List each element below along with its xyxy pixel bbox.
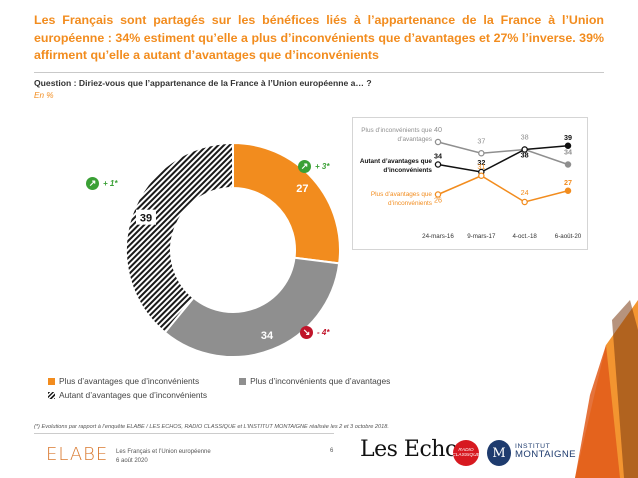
trend-point-disadvantages <box>479 151 484 156</box>
institut-montaigne-line2: MONTAIGNE <box>515 451 576 459</box>
institut-montaigne-mark: M <box>487 440 511 466</box>
evolution-equal-text: + 1* <box>103 179 117 188</box>
trend-point-advantages <box>565 188 570 193</box>
trend-value-equal: 34 <box>434 152 442 161</box>
legend-label-equal: Autant d’avantages que d’inconvénients <box>59 390 207 400</box>
trend-point-advantages <box>522 199 527 204</box>
footer-info: Les Français et l’Union européenne 6 aoû… <box>116 448 211 466</box>
evolution-disadvantages: ↘ - 4* <box>300 326 329 339</box>
trend-value-disadvantages: 37 <box>477 136 485 145</box>
institut-montaigne-logo: INSTITUT MONTAIGNE <box>515 443 576 459</box>
trend-point-equal <box>565 143 570 148</box>
legend-swatch-hatched <box>48 392 55 399</box>
footer-title: Les Français et l’Union européenne <box>116 448 211 457</box>
arrow-up-right-icon: ↗ <box>298 160 311 173</box>
arrow-up-right-icon: ↗ <box>86 177 99 190</box>
legend-swatch-orange <box>48 378 55 385</box>
footnote: (*) Evolutions par rapport à l’enquête E… <box>34 424 389 430</box>
trend-value-advantages: 31 <box>477 162 485 171</box>
footer-divider <box>34 433 334 434</box>
legend-item-advantages: Plus d’avantages que d’inconvénients <box>48 376 199 386</box>
donut-slice-equal <box>126 143 233 332</box>
page-number: 6 <box>330 448 333 454</box>
trend-x-tick-label: 4-oct.-18 <box>512 233 537 240</box>
trend-x-tick-label: 24-mars-16 <box>422 233 454 240</box>
legend: Plus d’avantages que d’inconvénients Plu… <box>48 374 390 402</box>
trend-line-advantages <box>438 176 568 202</box>
trend-value-equal: 39 <box>564 133 572 142</box>
legend-item-equal: Autant d’avantages que d’inconvénients <box>48 390 207 400</box>
donut-slice-disadvantages <box>165 258 339 357</box>
evolution-advantages: ↗ + 3* <box>298 160 329 173</box>
legend-label-advantages: Plus d’avantages que d’inconvénients <box>59 376 199 386</box>
evolution-disadvantages-text: - 4* <box>317 328 329 337</box>
legend-swatch-grey <box>239 378 246 385</box>
arrow-down-right-icon: ↘ <box>300 326 313 339</box>
evolution-advantages-text: + 3* <box>315 162 329 171</box>
trend-point-advantages <box>479 173 484 178</box>
donut-label-disadvantages: 34 <box>261 330 274 342</box>
donut-label-equal: 39 <box>140 213 152 225</box>
legend-item-disadvantages: Plus d’inconvénients que d’avantages <box>239 376 390 386</box>
trend-value-advantages: 27 <box>564 178 572 187</box>
trend-point-disadvantages <box>565 162 570 167</box>
trend-x-tick-label: 9-mars-17 <box>467 233 496 240</box>
trend-value-disadvantages: 38 <box>521 133 529 142</box>
footer-date: 6 août 2020 <box>116 457 211 466</box>
elabe-logo: ELABE <box>46 444 108 465</box>
trend-line-equal <box>438 146 568 172</box>
trend-value-advantages: 26 <box>434 196 442 205</box>
trend-x-tick-label: 6-août-20 <box>555 233 582 240</box>
donut-label-advantages: 27 <box>296 183 308 195</box>
trend-point-disadvantages <box>435 139 440 144</box>
radio-classique-logo: RADIO CLASSIQUE <box>453 440 479 466</box>
trend-value-disadvantages: 40 <box>434 125 442 134</box>
trend-point-equal <box>435 162 440 167</box>
trend-value-advantages: 24 <box>521 188 529 197</box>
legend-label-disadvantages: Plus d’inconvénients que d’avantages <box>250 376 390 386</box>
evolution-equal: ↗ + 1* <box>86 177 117 190</box>
trend-value-equal: 38 <box>521 151 529 160</box>
